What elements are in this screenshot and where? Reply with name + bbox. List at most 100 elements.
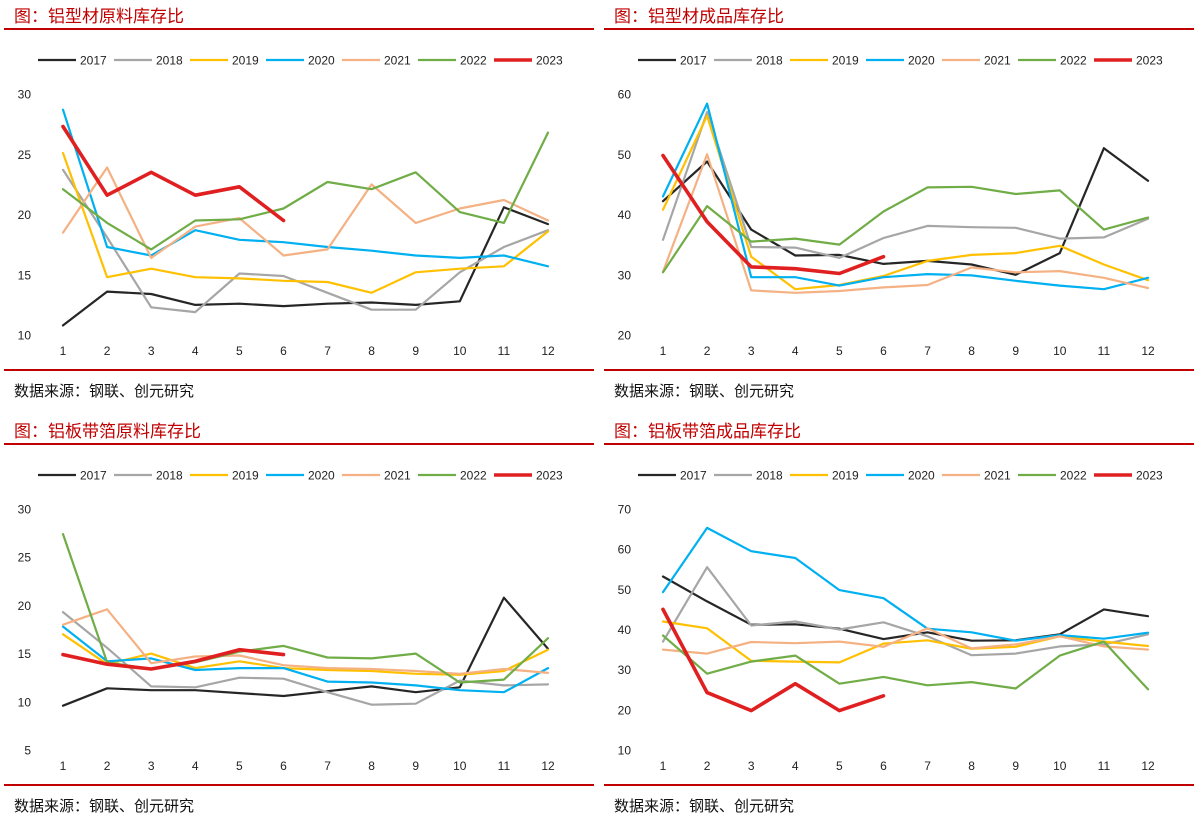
x-tick-label: 11 [498,759,511,773]
y-tick-label: 20 [618,703,632,717]
series-line-2021 [661,627,1150,655]
legend-label-2018: 2018 [756,469,783,483]
x-tick-label: 3 [748,344,755,358]
y-tick-label: 40 [618,208,632,222]
x-tick-label: 4 [192,344,199,358]
legend-label-2017: 2017 [680,54,707,68]
series-line-2020 [61,625,550,694]
series-line-2023 [61,647,286,671]
x-tick-label: 11 [1098,344,1111,358]
series-line-2017 [661,575,1150,642]
legend-label-2022: 2022 [460,469,487,483]
y-tick-label: 30 [18,88,32,102]
chart-title: 图：铝型材成品库存比 [614,7,784,27]
x-tick-label: 2 [704,344,711,358]
x-tick-label: 5 [236,759,243,773]
x-tick-label: 1 [660,344,667,358]
x-tick-label: 10 [453,759,467,773]
legend-label-2021: 2021 [384,54,411,68]
x-tick-label: 5 [836,344,843,358]
legend-label-2020: 2020 [308,469,335,483]
x-tick-label: 6 [280,344,287,358]
legend-label-2022: 2022 [1060,469,1087,483]
source-rule [604,369,1194,371]
x-tick-label: 3 [148,344,155,358]
legend-label-2020: 2020 [908,469,935,483]
x-tick-label: 7 [924,759,931,773]
x-tick-label: 7 [924,344,931,358]
series-line-2019 [661,114,1150,291]
series-line-2022 [661,185,1150,274]
x-tick-label: 6 [880,759,887,773]
x-tick-label: 2 [704,759,711,773]
x-tick-label: 6 [280,759,287,773]
y-tick-label: 25 [18,148,32,162]
y-tick-label: 60 [618,543,632,557]
series-line-2017 [661,147,1150,276]
legend-label-2019: 2019 [832,54,859,68]
x-tick-label: 4 [792,759,799,773]
x-tick-label: 3 [748,759,755,773]
x-tick-label: 2 [104,344,111,358]
legend-label-2019: 2019 [232,469,259,483]
x-tick-label: 12 [541,759,555,773]
legend-label-2017: 2017 [680,469,707,483]
x-tick-label: 9 [1012,759,1019,773]
x-tick-label: 7 [324,759,331,773]
y-tick-label: 25 [18,551,32,565]
legend-label-2017: 2017 [80,469,107,483]
x-tick-label: 10 [1053,344,1067,358]
series-line-2019 [661,620,1150,664]
legend-label-2021: 2021 [984,469,1011,483]
legend-label-2022: 2022 [1060,54,1087,68]
y-tick-label: 20 [18,599,32,613]
series-line-2021 [661,153,1150,294]
legend-label-2022: 2022 [460,54,487,68]
series-line-2018 [661,566,1150,657]
series-line-2023 [661,607,886,713]
title-rule [604,28,1194,30]
x-tick-label: 7 [324,344,331,358]
chart-panel-4: 图：铝板带箔成品库存比 2017 2018 2019 2020 2021 2022 2023… [600,415,1194,823]
legend-label-2017: 2017 [80,54,107,68]
x-tick-label: 12 [541,344,555,358]
source-rule [4,369,594,371]
source-note: 数据来源：钢联、创元研究 [614,797,795,815]
title-rule [4,28,594,30]
source-note: 数据来源：钢联、创元研究 [14,382,195,400]
x-tick-label: 11 [1098,759,1111,773]
x-tick-label: 10 [1053,759,1067,773]
x-tick-label: 12 [1141,759,1155,773]
y-tick-label: 30 [18,503,32,517]
legend-label-2019: 2019 [832,469,859,483]
series-line-2021 [61,608,550,675]
legend-label-2021: 2021 [984,54,1011,68]
legend-label-2023: 2023 [1136,54,1163,68]
y-tick-label: 20 [618,329,632,343]
x-tick-label: 1 [60,759,67,773]
x-tick-label: 4 [792,344,799,358]
x-tick-label: 4 [192,759,199,773]
x-tick-label: 6 [880,344,887,358]
source-rule [4,784,594,786]
y-tick-label: 30 [618,268,632,282]
y-tick-label: 20 [18,208,32,222]
y-tick-label: 60 [618,88,632,102]
x-tick-label: 2 [104,759,111,773]
title-rule [604,443,1194,445]
x-tick-label: 11 [498,344,511,358]
y-tick-label: 15 [18,268,32,282]
chart-panel-3: 图：铝板带箔原料库存比 2017 2018 2019 2020 2021 2022 2023… [0,415,594,823]
series-line-2018 [661,110,1150,259]
legend-label-2023: 2023 [536,54,563,68]
y-tick-label: 10 [18,695,32,709]
x-tick-label: 5 [236,344,243,358]
series-line-2020 [661,526,1150,642]
source-rule [604,784,1194,786]
y-tick-label: 50 [618,148,632,162]
x-tick-label: 8 [968,344,975,358]
x-tick-label: 9 [412,344,419,358]
series-line-2023 [661,153,886,276]
series-line-2019 [61,151,550,294]
